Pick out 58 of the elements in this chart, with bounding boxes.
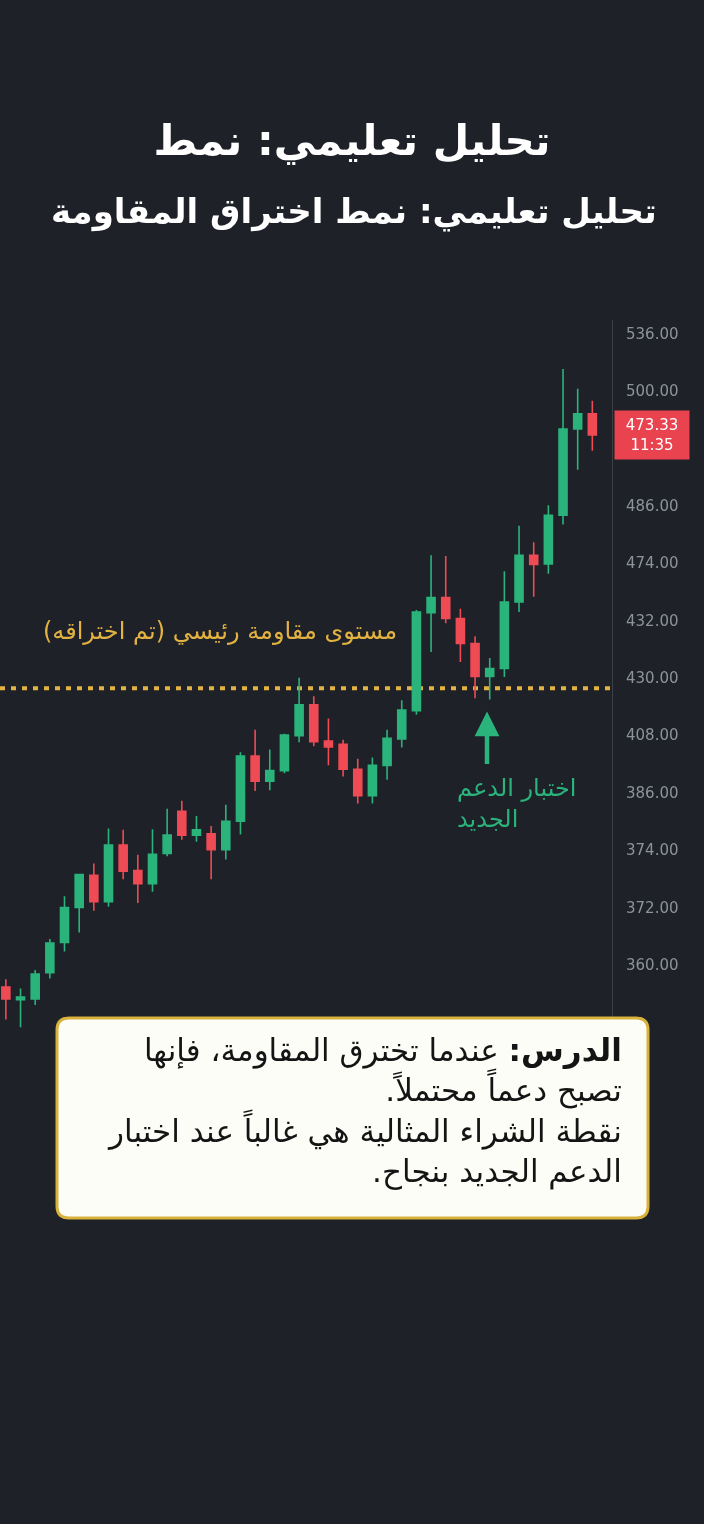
candlestick [235,751,246,836]
candlestick [30,969,40,1006]
candlestick [587,399,598,452]
candlestick [250,728,260,792]
text: 500.00 [626,382,679,400]
text: 474.00 [626,554,679,572]
text: 374.00 [626,841,679,859]
candlestick [426,554,436,653]
candlestick [118,829,128,881]
candlestick [1,978,11,1021]
candlestick [294,676,304,744]
annotation: اختبار الدعم الجديد [457,774,577,834]
candlestick [59,895,70,953]
text: 386.00 [626,784,679,802]
candlestick [45,938,55,980]
text: 360.00 [626,956,679,974]
candlestick [206,825,216,881]
candlestick [440,555,451,624]
text: 473.33 11:35 [625,416,679,454]
candlestick [470,635,480,699]
text: 486.00 [626,497,679,515]
candlestick [499,570,510,678]
candlestick [264,748,275,792]
candlestick [367,756,378,805]
candlestick [103,827,114,908]
candlestick [411,609,422,716]
candlestick [308,695,319,748]
candlestick [572,387,583,471]
candlestick [89,862,99,912]
candlestick [279,732,290,775]
candlestick [484,657,495,701]
text: الدرس: عندما تخترق المقاومة، فإنها تصبح دعماً محتملاً. نقطة الشراء المثالية هي غالباً عند اختبار الدعم الجديد بنجاح. [107,1032,622,1190]
candlestick [514,524,524,613]
candlestick [382,728,392,781]
candlestick [74,873,84,934]
candlestick [147,828,158,893]
candlestick [558,368,568,526]
candlestick [15,987,26,1029]
text: 372.00 [626,899,679,917]
candlestick [396,699,407,749]
candlestick [191,815,202,843]
chart-subtitle: تحليل تعليمي: نمط اختراق المقاومة [51,191,657,232]
text: 432.00 [626,612,679,630]
candlestick [528,541,539,598]
ref-line-label: مستوى مقاومة رئيسي (تم اختراقه) [43,617,398,645]
candlestick [133,854,143,904]
text: 408.00 [626,726,679,744]
text: 430.00 [626,669,679,687]
candlestick [162,807,172,857]
chart-title: تحليل تعليمي: نمط [153,115,551,166]
candlestick [352,757,363,805]
candlestick [543,504,554,575]
candlestick [221,804,231,861]
candlestick [177,800,187,841]
text: 536.00 [626,325,679,343]
candlestick [338,738,348,778]
candlestick [323,717,334,767]
candlestick [455,607,466,663]
